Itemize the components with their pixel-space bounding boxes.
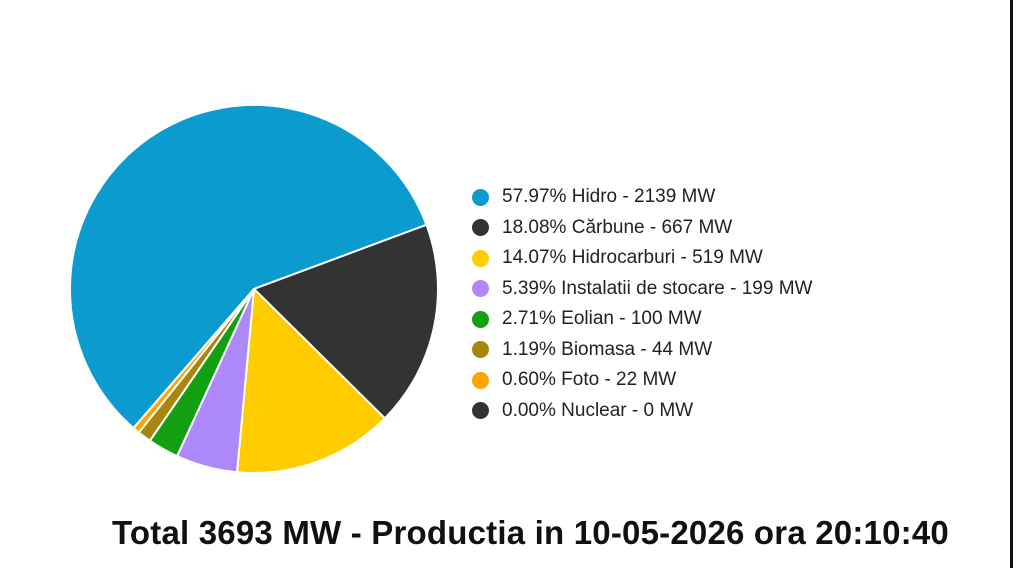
- pie-slice: [253, 223, 439, 420]
- legend-item: 57.97% Hidro - 2139 MW: [472, 182, 812, 213]
- legend-item: 5.39% Instalatii de stocare - 199 MW: [472, 274, 812, 305]
- legend-label: 0.60% Foto - 22 MW: [502, 369, 677, 391]
- pie-slice: [132, 288, 255, 434]
- legend-swatch: [472, 310, 489, 328]
- chart-legend: 57.97% Hidro - 2139 MW 18.08% Cărbune - 6…: [472, 182, 812, 426]
- legend-swatch: [472, 219, 489, 237]
- legend-item: 0.60% Foto - 22 MW: [472, 365, 812, 396]
- legend-label: 2.71% Eolian - 100 MW: [502, 308, 702, 330]
- legend-swatch: [472, 341, 489, 359]
- legend-label: 0.00% Nuclear - 0 MW: [502, 399, 694, 421]
- legend-item: 18.08% Cărbune - 667 MW: [472, 213, 812, 244]
- right-border-line: [1010, 0, 1013, 568]
- legend-item: 0.00% Nuclear - 0 MW: [472, 396, 812, 427]
- pie-slice: [69, 104, 428, 430]
- legend-item: 1.19% Biomasa - 44 MW: [472, 335, 812, 366]
- legend-item: 14.07% Hidrocarburi - 519 MW: [472, 243, 812, 274]
- legend-label: 14.07% Hidrocarburi - 519 MW: [502, 247, 763, 269]
- legend-label: 1.19% Biomasa - 44 MW: [502, 338, 713, 360]
- legend-swatch: [472, 249, 489, 267]
- legend-swatch: [472, 402, 489, 420]
- chart-footer-title: Total 3693 MW - Productia in 10-05-2026 …: [112, 514, 949, 551]
- pie-slice: [236, 288, 386, 474]
- legend-item: 2.71% Eolian - 100 MW: [472, 304, 812, 335]
- legend-label: 5.39% Instalatii de stocare - 199 MW: [502, 277, 813, 299]
- legend-label: 18.08% Cărbune - 667 MW: [502, 216, 733, 238]
- legend-swatch: [472, 188, 489, 206]
- legend-label: 57.97% Hidro - 2139 MW: [502, 186, 716, 208]
- pie-chart: [69, 104, 439, 474]
- legend-swatch: [472, 371, 489, 389]
- legend-swatch: [472, 280, 489, 298]
